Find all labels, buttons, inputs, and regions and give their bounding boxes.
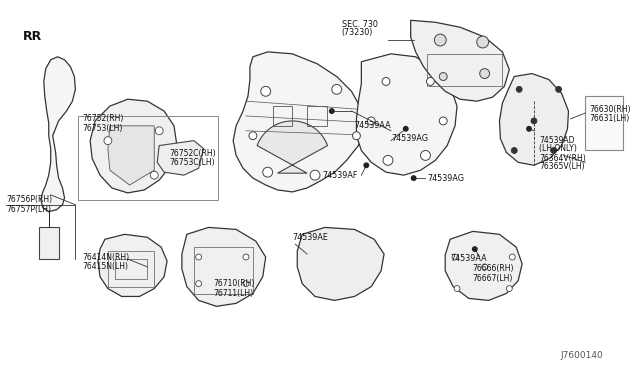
Text: 76752(RH): 76752(RH) [83,115,124,124]
Text: 76756P(RH): 76756P(RH) [6,195,52,204]
Circle shape [506,286,512,292]
Circle shape [516,86,522,92]
Text: RR: RR [23,30,42,43]
Circle shape [551,148,557,154]
Text: 74539AA: 74539AA [450,254,487,263]
Polygon shape [297,227,384,301]
Circle shape [243,281,249,286]
Polygon shape [257,121,328,173]
Circle shape [472,246,477,252]
Polygon shape [39,227,59,259]
Circle shape [420,151,431,160]
Text: SEC. 730: SEC. 730 [342,20,378,29]
Polygon shape [445,231,522,301]
Circle shape [329,108,335,114]
Text: 74539AF: 74539AF [322,171,357,180]
Text: (LH ONLY): (LH ONLY) [539,144,577,153]
Circle shape [196,281,202,286]
Text: 74539AA: 74539AA [355,121,391,130]
Text: 76630(RH): 76630(RH) [589,105,630,113]
Circle shape [332,84,342,94]
Polygon shape [182,227,266,306]
Circle shape [531,118,537,124]
Circle shape [439,73,447,80]
Circle shape [310,170,320,180]
Text: (73230): (73230) [342,28,373,37]
Circle shape [480,69,490,78]
Text: 74539AD: 74539AD [539,136,574,145]
Text: 76753(LH): 76753(LH) [83,124,123,133]
Circle shape [403,126,409,132]
Circle shape [556,86,561,92]
Polygon shape [233,52,364,192]
Circle shape [452,254,458,260]
Polygon shape [356,54,457,175]
Text: 74539AG: 74539AG [428,174,465,183]
Text: 76710(RH): 76710(RH) [213,279,255,288]
Circle shape [353,132,360,140]
Circle shape [454,286,460,292]
Circle shape [260,86,271,96]
Circle shape [196,254,202,260]
Circle shape [156,127,163,135]
Circle shape [509,254,515,260]
Circle shape [263,167,273,177]
Circle shape [435,34,446,46]
Circle shape [150,171,158,179]
Text: 76365V(LH): 76365V(LH) [539,162,584,171]
Text: 76757P(LH): 76757P(LH) [6,205,51,214]
Circle shape [426,77,435,86]
Circle shape [382,77,390,86]
Polygon shape [499,74,568,165]
Text: 76631(LH): 76631(LH) [589,115,630,124]
Circle shape [477,36,488,48]
Text: 74539AG: 74539AG [391,134,428,143]
Text: J7600140: J7600140 [560,350,603,360]
Text: 76364V(RH): 76364V(RH) [539,154,586,163]
Circle shape [482,264,488,270]
Text: 76753C(LH): 76753C(LH) [169,158,214,167]
Polygon shape [90,99,177,193]
Text: 76414N(RH): 76414N(RH) [83,253,129,262]
Polygon shape [157,141,204,175]
Text: 74539AE: 74539AE [292,233,328,242]
Polygon shape [585,96,623,151]
Text: 76667(LH): 76667(LH) [473,274,513,283]
Polygon shape [98,234,167,296]
Circle shape [249,132,257,140]
Polygon shape [411,20,509,101]
Circle shape [243,254,249,260]
Circle shape [364,162,369,168]
Text: 76752C(RH): 76752C(RH) [169,149,216,158]
Circle shape [439,117,447,125]
Circle shape [411,175,417,181]
Polygon shape [41,57,76,212]
Text: 76415N(LH): 76415N(LH) [83,262,128,271]
Text: 76711(LH): 76711(LH) [213,289,253,298]
Circle shape [511,148,517,154]
Polygon shape [108,126,154,185]
Circle shape [367,117,375,125]
Circle shape [526,126,532,132]
Circle shape [104,137,112,145]
Text: 76666(RH): 76666(RH) [473,264,515,273]
Circle shape [383,155,393,165]
